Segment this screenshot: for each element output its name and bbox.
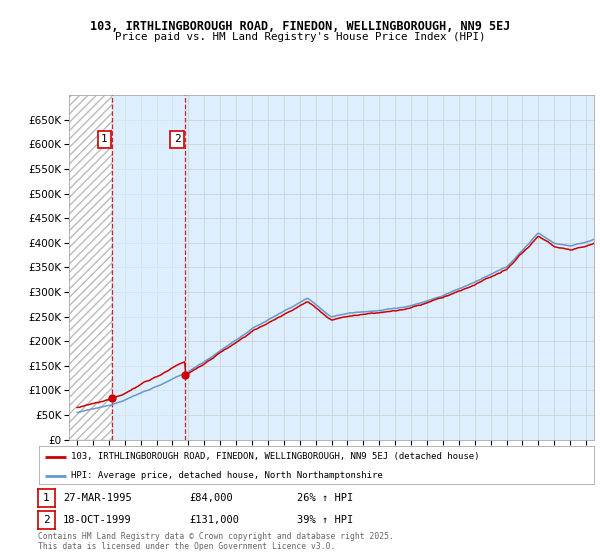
Text: HPI: Average price, detached house, North Northamptonshire: HPI: Average price, detached house, Nort…: [71, 471, 382, 480]
Text: £84,000: £84,000: [189, 493, 233, 503]
Text: 2: 2: [173, 134, 181, 144]
Text: 103, IRTHLINGBOROUGH ROAD, FINEDON, WELLINGBOROUGH, NN9 5EJ: 103, IRTHLINGBOROUGH ROAD, FINEDON, WELL…: [90, 20, 510, 32]
Text: 26% ↑ HPI: 26% ↑ HPI: [297, 493, 353, 503]
Bar: [112, 95, 185, 440]
Text: 1: 1: [43, 493, 50, 503]
Text: 27-MAR-1995: 27-MAR-1995: [63, 493, 132, 503]
Text: £131,000: £131,000: [189, 515, 239, 525]
Text: 1: 1: [101, 134, 108, 144]
Text: 103, IRTHLINGBOROUGH ROAD, FINEDON, WELLINGBOROUGH, NN9 5EJ (detached house): 103, IRTHLINGBOROUGH ROAD, FINEDON, WELL…: [71, 452, 479, 461]
Text: Contains HM Land Registry data © Crown copyright and database right 2025.
This d: Contains HM Land Registry data © Crown c…: [38, 532, 394, 552]
Text: 2: 2: [43, 515, 50, 525]
Text: Price paid vs. HM Land Registry's House Price Index (HPI): Price paid vs. HM Land Registry's House …: [115, 32, 485, 43]
Bar: [69, 95, 112, 440]
Text: 18-OCT-1999: 18-OCT-1999: [63, 515, 132, 525]
Text: 39% ↑ HPI: 39% ↑ HPI: [297, 515, 353, 525]
